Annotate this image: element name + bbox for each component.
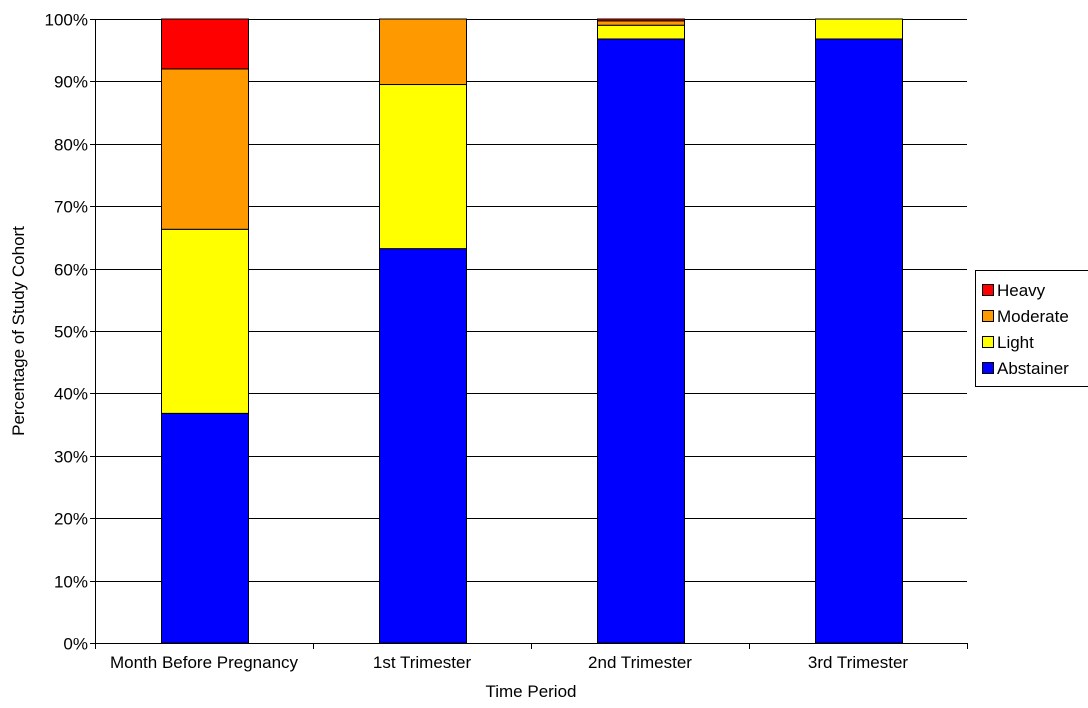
bar-segment-light-2nd-trimester [598,25,685,39]
bar-segment-light-1st-trimester [380,85,467,249]
y-tick-label: 30% [54,448,88,467]
y-tick-label: 70% [54,198,88,217]
x-axis-title: Time Period [485,682,576,701]
legend-label-light: Light [997,333,1034,352]
bar-segment-abstainer-3rd-trimester [816,39,903,643]
y-tick-label: 0% [63,635,88,654]
x-tick-label: 1st Trimester [373,653,472,672]
bar-segment-light-3rd-trimester [816,19,903,39]
bar-segment-heavy-month-before-pregnancy [162,19,249,69]
legend-swatch-light [983,337,994,348]
y-tick-label: 40% [54,385,88,404]
y-tick-label: 20% [54,510,88,529]
y-tick-label: 90% [54,73,88,92]
bar-segment-moderate-2nd-trimester [598,21,685,25]
legend-swatch-moderate [983,311,994,322]
legend: Heavy Moderate Light Abstainer [976,271,1088,387]
legend-label-heavy: Heavy [997,281,1046,300]
bar-segment-abstainer-2nd-trimester [598,39,685,643]
legend-label-abstainer: Abstainer [997,359,1069,378]
y-tick-label: 100% [45,11,88,30]
bar-segment-heavy-2nd-trimester [598,19,685,21]
bar-segment-abstainer-month-before-pregnancy [162,413,249,643]
y-tick-label: 10% [54,573,88,592]
legend-swatch-heavy [983,285,994,296]
y-axis-title: Percentage of Study Cohort [9,226,28,436]
legend-swatch-abstainer [983,363,994,374]
y-tick-label: 50% [54,323,88,342]
bar-segment-light-month-before-pregnancy [162,229,249,413]
x-tick-label: 2nd Trimester [588,653,692,672]
bar-segment-moderate-month-before-pregnancy [162,69,249,229]
y-tick-label: 80% [54,136,88,155]
bar-segment-moderate-1st-trimester [380,19,467,85]
y-tick-label: 60% [54,261,88,280]
x-tick-label: 3rd Trimester [808,653,908,672]
x-tick-label: Month Before Pregnancy [110,653,299,672]
legend-label-moderate: Moderate [997,307,1069,326]
bar-segment-abstainer-1st-trimester [380,249,467,643]
